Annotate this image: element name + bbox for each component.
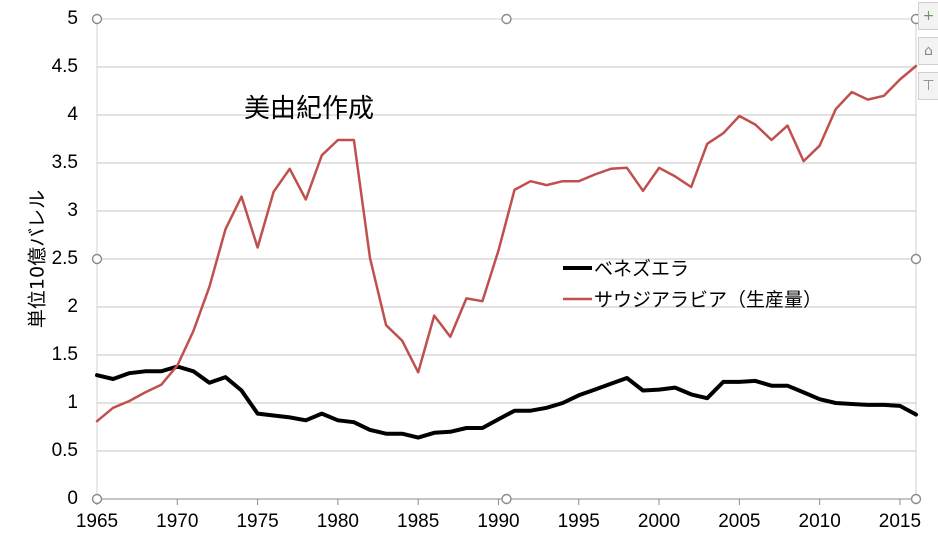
x-axis-ticks: 1965 1970 1975 1980 1985 1990 1995 2000 2005 2010… — [76, 499, 921, 532]
y-axis-ticks: 0 0.5 1 1.5 2 2.5 3 3.5 4 4.5 5 — [52, 8, 79, 509]
y-tick-label: 4.5 — [52, 56, 78, 77]
series-lines — [95, 64, 918, 440]
chart-filter-button[interactable]: ⊤ — [918, 72, 938, 100]
y-tick-label: 1.5 — [52, 344, 78, 365]
y-tick-label: 2 — [67, 296, 78, 317]
x-tick-label: 1965 — [76, 511, 118, 532]
chart-styles-button[interactable]: ⌂ — [918, 37, 938, 65]
y-tick-label: 3.5 — [52, 152, 78, 173]
resize-handle[interactable] — [910, 253, 922, 265]
x-tick-label: 1990 — [477, 511, 519, 532]
selection-handles[interactable] — [91, 13, 922, 505]
resize-handle[interactable] — [501, 493, 512, 505]
y-tick-label: 3 — [67, 200, 78, 221]
legend: ベネズエラ サウジアラビア（生産量） — [563, 258, 822, 311]
chart-elements-button[interactable]: + — [918, 2, 938, 30]
legend-label-venezuela: ベネズエラ — [594, 258, 689, 280]
resize-handle[interactable] — [91, 493, 103, 505]
y-tick-label: 1 — [67, 392, 78, 413]
y-tick-label: 0 — [67, 488, 78, 509]
y-tick-label: 5 — [67, 8, 78, 29]
x-tick-label: 2000 — [638, 511, 680, 532]
series-line-saudi-arabia — [95, 64, 918, 423]
plus-icon: + — [922, 8, 935, 24]
y-tick-label: 2.5 — [52, 248, 78, 269]
legend-label-saudi: サウジアラビア（生産量） — [594, 289, 822, 311]
filter-icon: ⊤ — [922, 78, 935, 94]
gridlines — [97, 18, 916, 500]
x-tick-label: 2005 — [718, 511, 760, 532]
brush-icon: ⌂ — [924, 43, 933, 59]
resize-handle[interactable] — [910, 493, 922, 505]
resize-handle[interactable] — [91, 13, 103, 25]
resize-handle[interactable] — [91, 253, 103, 265]
chart-annotation: 美由紀作成 — [244, 94, 374, 124]
resize-handle[interactable] — [501, 13, 512, 25]
series-line-venezuela — [95, 364, 918, 440]
x-tick-label: 1970 — [156, 511, 198, 532]
y-tick-label: 0.5 — [52, 440, 78, 461]
x-tick-label: 1995 — [558, 511, 600, 532]
x-tick-label: 1980 — [317, 511, 359, 532]
y-tick-label: 4 — [67, 104, 78, 125]
y-axis-label: 単位10億バレル — [27, 190, 49, 328]
x-tick-label: 2015 — [879, 511, 921, 532]
x-tick-label: 2010 — [799, 511, 841, 532]
x-tick-label: 1975 — [236, 511, 278, 532]
x-tick-label: 1985 — [397, 511, 439, 532]
